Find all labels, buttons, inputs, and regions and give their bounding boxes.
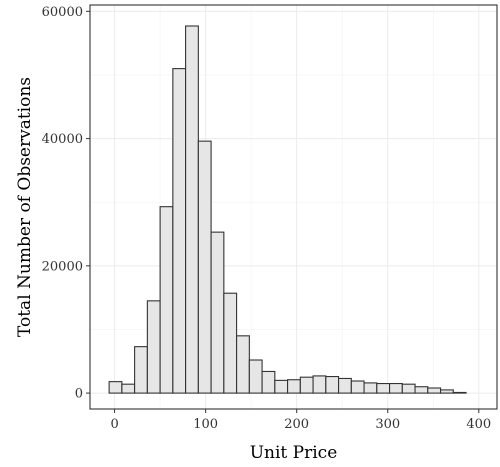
x-axis-title: Unit Price xyxy=(250,443,338,463)
histogram-bar xyxy=(134,346,148,394)
y-tick-label: 0 xyxy=(75,387,83,402)
x-tick-label: 300 xyxy=(375,417,400,432)
histogram-bar xyxy=(299,376,314,394)
histogram-bar xyxy=(108,381,123,394)
y-axis-title: Total Number of Observations xyxy=(15,77,35,337)
y-axis: 0 20000 40000 60000 xyxy=(42,5,90,402)
histogram-bar xyxy=(287,379,301,394)
y-tick-label: 60000 xyxy=(42,5,83,20)
histogram-bar xyxy=(427,387,442,394)
histogram-bar xyxy=(172,68,187,394)
histogram-bar xyxy=(197,140,212,394)
histogram-bar xyxy=(146,300,161,394)
x-tick-label: 400 xyxy=(466,417,491,432)
histogram-bar xyxy=(274,379,289,394)
histogram-bar xyxy=(376,383,391,394)
histogram-bars xyxy=(108,25,467,394)
y-tick-label: 20000 xyxy=(42,259,83,274)
x-tick-label: 0 xyxy=(110,417,118,432)
histogram-bar xyxy=(439,389,454,394)
histogram-bar xyxy=(261,370,276,394)
histogram-bar xyxy=(210,231,225,394)
histogram-bar xyxy=(248,359,263,394)
histogram-bar xyxy=(325,376,340,394)
x-tick-label: 100 xyxy=(193,417,218,432)
histogram-bar xyxy=(236,335,250,394)
histogram-bar xyxy=(159,206,174,394)
histogram-bar xyxy=(363,382,378,394)
x-axis: 0 100 200 300 400 xyxy=(110,409,491,432)
histogram-bar xyxy=(389,383,403,394)
plot-panel-border xyxy=(89,4,498,410)
histogram-bar xyxy=(338,377,352,394)
histogram-bar xyxy=(185,25,199,394)
histogram-bar xyxy=(350,380,365,394)
histogram-bar xyxy=(121,383,136,394)
x-tick-label: 200 xyxy=(284,417,309,432)
histogram-bar xyxy=(414,386,429,394)
histogram-bar xyxy=(401,383,416,394)
histogram-bar xyxy=(223,292,238,394)
y-tick-label: 40000 xyxy=(42,132,83,147)
histogram-bar xyxy=(452,391,467,394)
histogram-bar xyxy=(312,375,327,394)
